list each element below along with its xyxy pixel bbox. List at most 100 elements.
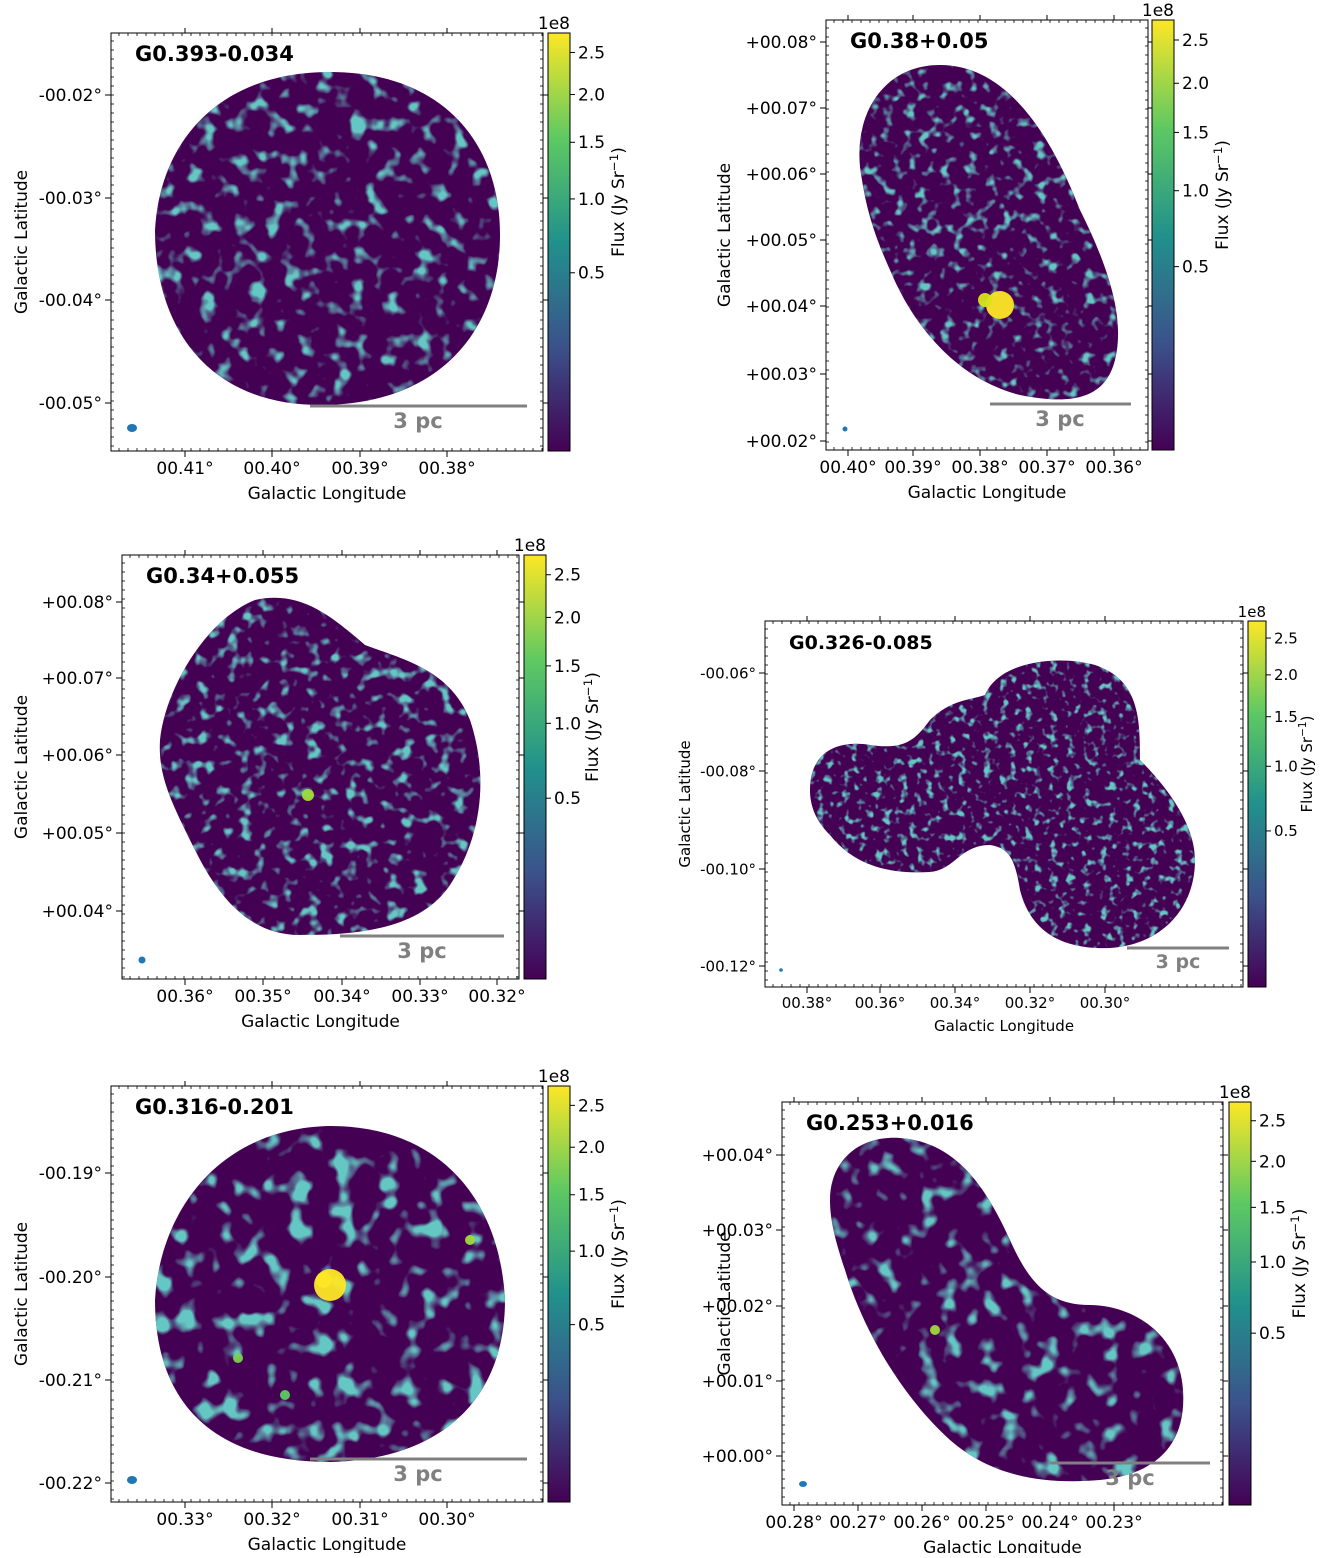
colorbar-label: Flux (Jy Sr−1) <box>1297 716 1316 813</box>
colorbar-label: Flux (Jy Sr−1) <box>1288 1209 1310 1319</box>
x-tick-label: 00.33° <box>391 987 448 1007</box>
bright-source-6 <box>233 1353 243 1363</box>
x-tick-label: 00.40° <box>819 458 876 478</box>
x-tick-label: 00.23° <box>1085 1513 1142 1533</box>
y-tick-label: +00.02° <box>746 432 817 452</box>
x-axis-label: Galactic Longitude <box>248 484 407 504</box>
colorbar-tick-label: 2.0 <box>1259 1152 1286 1172</box>
x-tick-label: 00.26° <box>893 1513 950 1533</box>
colorbar-tick-label: 2.5 <box>554 566 581 586</box>
x-tick-label: 00.32° <box>468 987 525 1007</box>
y-tick-label: +00.06° <box>42 746 113 766</box>
panel-title: G0.316-0.201 <box>135 1095 294 1119</box>
x-tick-label: 00.32° <box>243 1510 300 1530</box>
panel-title: G0.253+0.016 <box>806 1111 974 1135</box>
colorbar-tick-label: 0.5 <box>1274 822 1298 840</box>
colorbar-tick-label: 1.0 <box>1259 1253 1286 1273</box>
scale-bar-label: 3 pc <box>1035 407 1084 431</box>
y-tick-label: -00.22° <box>39 1474 102 1494</box>
colorbar-tick-label: 1.5 <box>578 1186 605 1206</box>
y-tick-label: +00.04° <box>702 1146 773 1166</box>
y-tick-label: -00.12° <box>700 957 756 975</box>
x-tick-label: 00.38° <box>782 994 832 1012</box>
bright-source-2 <box>978 293 992 307</box>
y-axis-label: Galactic Latitude <box>715 1231 735 1375</box>
beam-ellipse <box>127 424 137 432</box>
x-tick-label: 00.36° <box>855 994 905 1012</box>
colorbar-tick-label: 2.5 <box>1259 1112 1286 1132</box>
beam-ellipse <box>127 1476 137 1484</box>
colorbar-tick-label: 0.5 <box>1259 1324 1286 1344</box>
colorbar-tick-label: 2.5 <box>1274 629 1298 647</box>
colorbar-label-close: ) <box>1290 1209 1310 1216</box>
heatmap-emission <box>155 1126 505 1462</box>
panel-1: 00.41° 00.40° 00.39° 00.38° -00.02° -00.03° -0… <box>12 14 629 504</box>
x-tick-label: 00.39° <box>884 458 941 478</box>
x-tick-label: 00.41° <box>156 459 213 479</box>
y-tick-label: +00.00° <box>702 1447 773 1467</box>
y-tick-label: +00.03° <box>746 365 817 385</box>
colorbar-tick-label: 2.0 <box>578 85 605 105</box>
y-axis-label: Galactic Latitude <box>715 163 735 307</box>
colorbar-label: Flux (Jy Sr−1) <box>607 1199 629 1309</box>
bright-source-1 <box>986 291 1014 319</box>
colorbar-exponent: 1e8 <box>538 14 570 34</box>
colorbar-label: Flux (Jy Sr−1) <box>1211 140 1233 250</box>
heatmap-emission <box>810 660 1195 949</box>
colorbar-tick-label: 2.0 <box>554 608 581 628</box>
colorbar <box>1247 620 1267 988</box>
y-tick-label: -00.19° <box>39 1164 102 1184</box>
y-tick-label: -00.21° <box>39 1371 102 1391</box>
panel-title: G0.326-0.085 <box>789 632 933 654</box>
x-tick-label: 00.27° <box>829 1513 886 1533</box>
colorbar-label: Flux (Jy Sr−1) <box>581 672 603 782</box>
y-axis-label: Galactic Latitude <box>12 1222 32 1366</box>
colorbar-label-close: ) <box>609 1199 629 1206</box>
y-tick-label: +00.08° <box>42 593 113 613</box>
x-tick-label: 00.30° <box>1080 994 1130 1012</box>
panel-5: 00.33° 00.32° 00.31° 00.30° -00.19° -00.20° -0… <box>12 1067 629 1555</box>
colorbar-exponent: 1e8 <box>1219 1083 1251 1103</box>
colorbar-tick-label: 2.5 <box>578 43 605 63</box>
axes-frame <box>781 1101 1224 1506</box>
x-tick-label: 00.36° <box>1085 458 1142 478</box>
colorbar-tick-label: 1.0 <box>1182 182 1209 202</box>
colorbar-label-text: Flux (Jy Sr <box>609 1223 629 1309</box>
colorbar-label-close: ) <box>609 147 629 154</box>
axes-frame <box>121 554 520 980</box>
colorbar-label-sup: −1 <box>1211 147 1225 165</box>
beam-ellipse <box>799 1481 807 1487</box>
x-tick-label: 00.35° <box>234 987 291 1007</box>
colorbar-label-close: ) <box>583 672 603 679</box>
y-tick-label: +00.07° <box>746 99 817 119</box>
y-tick-label: +00.04° <box>746 297 817 317</box>
panel-title: G0.38+0.05 <box>850 29 988 53</box>
colorbar-tick-label: 1.5 <box>554 657 581 677</box>
colorbar <box>1151 19 1175 451</box>
axes-frame <box>110 32 544 452</box>
minor-ticks <box>765 621 1243 987</box>
colorbar-tick-label: 2.5 <box>1182 31 1209 51</box>
x-tick-label: 00.38° <box>951 458 1008 478</box>
panel-title: G0.34+0.055 <box>146 564 299 588</box>
x-tick-label: 00.33° <box>156 1510 213 1530</box>
beam-ellipse <box>842 426 848 432</box>
heatmap-speckle <box>159 597 481 935</box>
axes-frame <box>110 1085 544 1503</box>
x-tick-label: 00.30° <box>418 1510 475 1530</box>
minor-ticks <box>826 20 1148 450</box>
heatmap-emission <box>155 72 500 405</box>
y-tick-label: +00.04° <box>42 902 113 922</box>
colorbar-tick-label: 1.0 <box>578 190 605 210</box>
y-tick-label: -00.05° <box>39 394 102 414</box>
heatmap-emission <box>830 1137 1184 1482</box>
heatmap-speckle <box>810 660 1195 949</box>
colorbar-tick-label: 2.0 <box>1182 74 1209 94</box>
colorbar <box>523 554 547 980</box>
x-tick-label: 00.32° <box>1005 994 1055 1012</box>
colorbar-label-text: Flux (Jy Sr <box>583 696 603 782</box>
colorbar-tick-label: 1.5 <box>1182 123 1209 143</box>
heatmap-speckle <box>830 1137 1184 1482</box>
colorbar-label-sup: −1 <box>607 154 621 172</box>
